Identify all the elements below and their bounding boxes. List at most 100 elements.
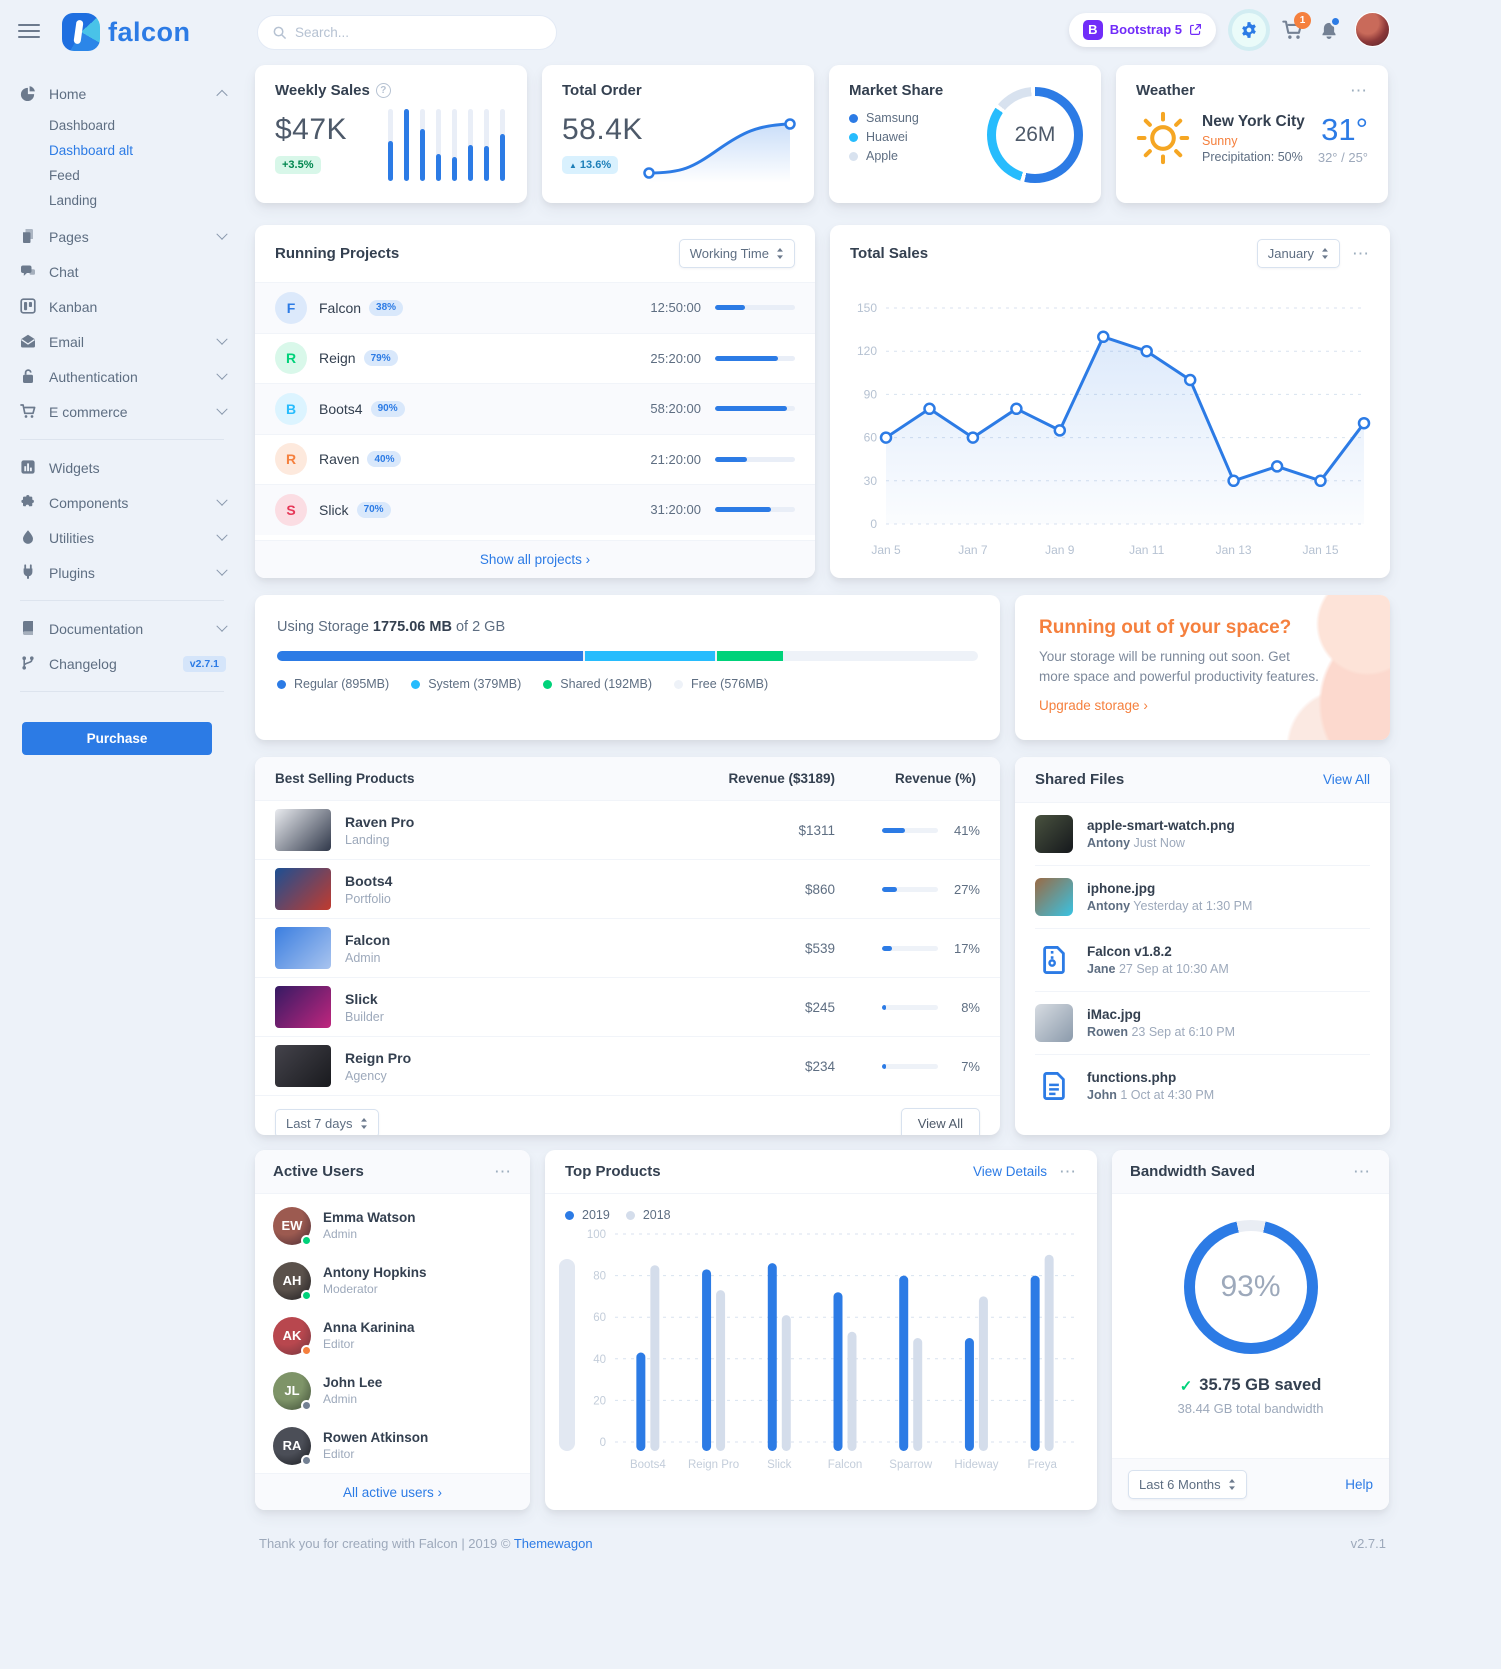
user-name-link[interactable]: Anna Karinina xyxy=(323,1320,415,1335)
best-selling-products-card: Best Selling Products Revenue ($3189) Re… xyxy=(255,757,1000,1135)
chevron-down-icon xyxy=(216,228,228,240)
sidebar-subitem-feed[interactable]: Feed xyxy=(49,168,80,183)
project-name-link[interactable]: Boots4 xyxy=(319,400,363,417)
user-avatar[interactable]: AK xyxy=(273,1316,312,1356)
product-category-link[interactable]: Landing xyxy=(345,832,390,847)
help-icon[interactable]: ? xyxy=(375,83,391,98)
sidebar-item-authentication[interactable]: Authentication xyxy=(20,359,228,394)
month-select[interactable]: January xyxy=(1256,239,1340,268)
view-details-link[interactable]: View Details xyxy=(972,1164,1047,1179)
user-avatar[interactable]: JL xyxy=(273,1371,312,1411)
project-name-link[interactable]: Raven xyxy=(319,451,360,468)
sidebar-item-pages[interactable]: Pages xyxy=(20,219,228,254)
search-input[interactable]: Search... xyxy=(257,15,557,50)
period-select[interactable]: Last 6 Months xyxy=(1128,1470,1247,1499)
user-name-link[interactable]: John Lee xyxy=(323,1375,383,1390)
shared-files-view-all-link[interactable]: View All xyxy=(1322,772,1370,787)
product-category-link[interactable]: Builder xyxy=(345,1009,384,1024)
top-products-menu-icon[interactable]: ⋯ xyxy=(1059,1162,1077,1181)
project-progress-bar xyxy=(715,355,795,361)
app-logo[interactable]: falcon xyxy=(62,13,191,51)
project-name-link[interactable]: Reign xyxy=(319,350,356,367)
user-name-link[interactable]: Emma Watson xyxy=(323,1210,416,1225)
user-name-link[interactable]: Antony Hopkins xyxy=(323,1265,427,1280)
product-category-link[interactable]: Admin xyxy=(345,950,381,965)
sidebar-item-email[interactable]: Email xyxy=(20,324,228,359)
project-name-link[interactable]: Slick xyxy=(319,501,349,518)
user-avatar[interactable] xyxy=(1355,12,1390,47)
sidebar-item-utilities[interactable]: Utilities xyxy=(20,520,228,555)
sidebar-item-plugins[interactable]: Plugins xyxy=(20,555,228,590)
weather-menu-icon[interactable]: ⋯ xyxy=(1350,81,1368,100)
product-name-link[interactable]: Falcon xyxy=(345,931,391,948)
show-all-projects-link[interactable]: Show all projects › xyxy=(255,540,815,578)
weather-precipitation: Precipitation: 50% xyxy=(1202,149,1303,164)
sidebar-item-chat[interactable]: Chat xyxy=(20,254,226,289)
file-thumbnail xyxy=(1035,1004,1073,1042)
product-name-link[interactable]: Reign Pro xyxy=(345,1049,412,1066)
notification-dot xyxy=(1330,15,1341,27)
active-users-menu-icon[interactable]: ⋯ xyxy=(494,1162,512,1181)
weekly-sales-bar xyxy=(404,109,409,181)
sidebar-item-changelog[interactable]: Changelog v2.7.1 xyxy=(20,646,226,681)
legend-item-2018[interactable]: 2018 xyxy=(625,1208,671,1222)
hamburger-menu-icon[interactable] xyxy=(18,24,40,42)
revenue-percent-bar xyxy=(882,1004,938,1010)
purchase-button[interactable]: Purchase xyxy=(22,722,212,755)
svg-text:Jan 11: Jan 11 xyxy=(1129,543,1164,557)
sidebar-item-label: Chat xyxy=(49,263,79,280)
themewagon-link[interactable]: Themewagon xyxy=(513,1536,593,1551)
product-name-link[interactable]: Raven Pro xyxy=(345,813,415,830)
product-thumbnail xyxy=(275,809,331,851)
sidebar-item-label: Widgets xyxy=(49,459,100,476)
project-progress-bar xyxy=(715,406,795,412)
top-products-title: Top Products xyxy=(565,1163,661,1180)
notifications-bell-icon[interactable] xyxy=(1319,15,1341,40)
product-thumbnail xyxy=(275,986,331,1028)
file-name-link[interactable]: apple-smart-watch.png xyxy=(1087,818,1235,833)
upgrade-storage-link[interactable]: Upgrade storage › xyxy=(1039,698,1148,714)
project-percent-badge: 38% xyxy=(369,299,404,316)
sidebar-subitem-dashboard-alt[interactable]: Dashboard alt xyxy=(49,143,134,158)
legend-item-2019[interactable]: 2019 xyxy=(565,1208,610,1222)
user-avatar[interactable]: EW xyxy=(273,1206,312,1246)
file-name-link[interactable]: iphone.jpg xyxy=(1087,881,1156,896)
product-revenue: $1311 xyxy=(798,822,835,838)
all-active-users-link[interactable]: All active users › xyxy=(255,1473,530,1510)
date-range-select[interactable]: Last 7 days xyxy=(275,1109,379,1135)
storage-progress-bar xyxy=(277,651,978,661)
product-category-link[interactable]: Portfolio xyxy=(345,891,391,906)
sidebar-item-home[interactable]: Home xyxy=(20,76,228,111)
product-name-link[interactable]: Slick xyxy=(345,990,378,1007)
weekly-sales-bar xyxy=(500,109,505,181)
product-name-link[interactable]: Boots4 xyxy=(345,872,393,889)
working-time-select[interactable]: Working Time xyxy=(678,239,795,268)
sidebar-item-kanban[interactable]: Kanban xyxy=(20,289,226,324)
file-name-link[interactable]: Falcon v1.8.2 xyxy=(1087,944,1172,959)
user-avatar[interactable]: AH xyxy=(273,1261,312,1301)
sidebar-subitem-dashboard[interactable]: Dashboard xyxy=(49,118,116,133)
product-category-link[interactable]: Agency xyxy=(345,1068,387,1083)
total-sales-menu-icon[interactable]: ⋯ xyxy=(1352,244,1370,263)
view-all-button[interactable]: View All xyxy=(900,1108,980,1135)
bandwidth-menu-icon[interactable]: ⋯ xyxy=(1353,1162,1371,1181)
settings-gear-icon[interactable] xyxy=(1232,12,1266,47)
shopping-cart-icon[interactable]: 1 xyxy=(1282,12,1311,40)
project-name-link[interactable]: Falcon xyxy=(319,299,362,316)
sidebar-item-documentation[interactable]: Documentation xyxy=(20,611,228,646)
file-name-link[interactable]: iMac.jpg xyxy=(1087,1007,1142,1022)
svg-text:Freya: Freya xyxy=(1027,1459,1057,1471)
user-avatar[interactable]: RA xyxy=(273,1426,312,1466)
bootstrap-version-badge[interactable]: B Bootstrap 5 xyxy=(1068,12,1216,47)
sidebar-item-widgets[interactable]: Widgets xyxy=(20,450,226,485)
top-products-bar-chart: 0 20 40 60 80 100 Boots4 Reign Pro Slick Falcon Sp… xyxy=(545,1222,1097,1476)
help-link[interactable]: Help xyxy=(1345,1477,1373,1492)
file-name-link[interactable]: functions.php xyxy=(1087,1070,1177,1085)
product-revenue: $860 xyxy=(804,881,835,897)
widgets-icon xyxy=(20,459,37,476)
user-row-anna-karinina: AK Anna Karinina Editor xyxy=(273,1308,512,1363)
user-name-link[interactable]: Rowen Atkinson xyxy=(323,1430,429,1445)
sidebar-item-components[interactable]: Components xyxy=(20,485,228,520)
sidebar-subitem-landing[interactable]: Landing xyxy=(49,193,98,208)
sidebar-item-e-commerce[interactable]: E commerce xyxy=(20,394,228,429)
